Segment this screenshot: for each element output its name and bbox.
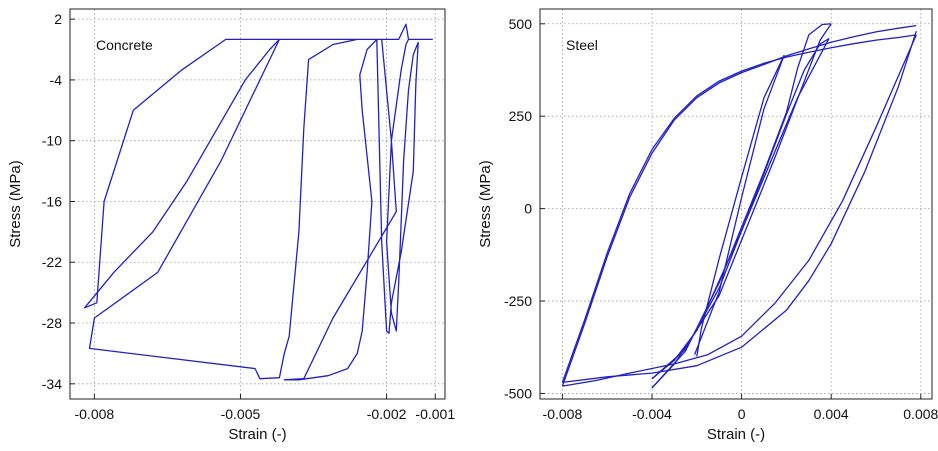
concrete-series-line-0 <box>83 23 433 381</box>
concrete-y-axis-label: Stress (MPa) <box>7 160 24 248</box>
steel-series-line-9 <box>693 54 785 355</box>
steel-series-line-5 <box>651 23 832 389</box>
concrete-y-tick-label: -4 <box>50 72 63 88</box>
concrete-chart: -0.008 -0.005 -0.002 -0.001 2 -4 -10 -16 -22 -28 -… <box>7 8 455 443</box>
concrete-x-tick-label: -0.002 <box>367 406 407 422</box>
concrete-x-axis-label: Strain (-) <box>228 426 286 443</box>
steel-y-tick-label: -500 <box>504 385 532 401</box>
steel-series-line-0 <box>561 34 917 383</box>
concrete-y-tick-label: -28 <box>42 315 62 331</box>
steel-x-axis-label: Strain (-) <box>707 426 765 443</box>
steel-annotation: Steel <box>566 37 598 53</box>
steel-y-axis-label: Stress (MPa) <box>477 160 494 248</box>
concrete-x-tick-label: -0.001 <box>415 406 455 422</box>
concrete-y-tick-label: -16 <box>42 193 62 209</box>
steel-y-tick-label: 500 <box>509 16 533 32</box>
steel-series-line-8 <box>696 54 785 357</box>
concrete-x-tick-label: -0.008 <box>74 406 114 422</box>
steel-chart: -0.008 -0.004 0 0.004 0.008 500 250 0 -250 -500 St… <box>477 8 938 443</box>
steel-series-line-1 <box>562 34 917 387</box>
steel-series-line-2 <box>561 24 917 387</box>
concrete-y-tick-label: -22 <box>42 254 62 270</box>
concrete-plot-frame <box>69 8 446 400</box>
steel-x-tick-label: 0 <box>738 406 746 422</box>
steel-y-tick-label: -250 <box>504 293 532 309</box>
steel-x-tick-label: -0.008 <box>543 406 583 422</box>
concrete-x-tick-label: -0.005 <box>221 406 261 422</box>
steel-y-tick-label: 0 <box>524 201 532 217</box>
steel-y-tick-label: 250 <box>509 108 533 124</box>
steel-x-tick-label: -0.004 <box>632 406 672 422</box>
steel-x-tick-label: 0.004 <box>814 406 849 422</box>
steel-series-line-7 <box>651 38 830 380</box>
concrete-y-tick-label: 2 <box>54 11 62 27</box>
concrete-y-tick-label: -10 <box>42 133 62 149</box>
concrete-y-tick-label: -34 <box>42 376 62 392</box>
steel-x-tick-label: 0.008 <box>903 406 938 422</box>
steel-series-line-3 <box>562 31 917 384</box>
concrete-annotation: Concrete <box>96 37 153 53</box>
steel-plot-frame <box>539 8 933 400</box>
